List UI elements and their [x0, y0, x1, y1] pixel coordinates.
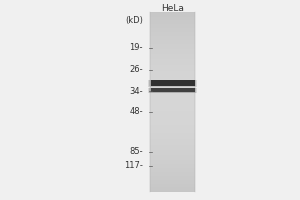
Text: 117-: 117- [124, 161, 143, 170]
Text: 26-: 26- [129, 65, 143, 74]
Text: (kD): (kD) [125, 16, 143, 24]
Text: 48-: 48- [129, 107, 143, 116]
Text: HeLa: HeLa [161, 4, 184, 13]
Text: 19-: 19- [130, 44, 143, 52]
Text: 85-: 85- [129, 147, 143, 156]
Bar [148, 88, 197, 93]
Text: 34-: 34- [129, 87, 143, 96]
Bar [149, 80, 196, 86]
Bar [149, 88, 196, 93]
Bar [151, 88, 194, 92]
Bar [151, 80, 194, 86]
Bar [148, 80, 197, 87]
